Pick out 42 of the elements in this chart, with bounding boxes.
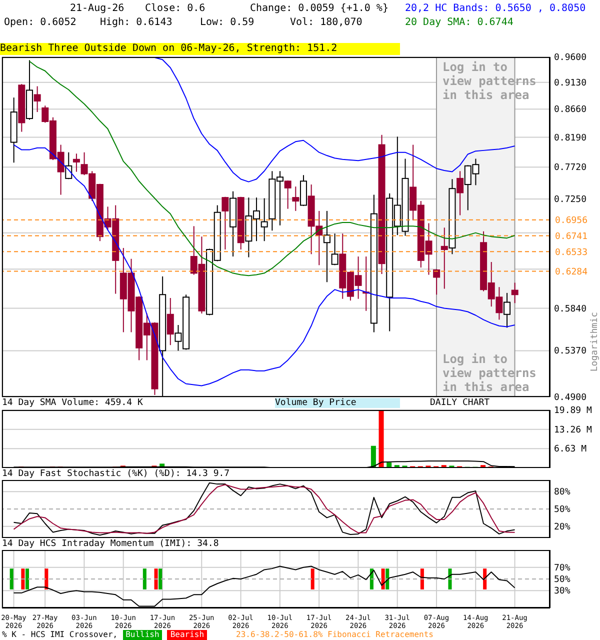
- chart-title: 14 Day SMA Volume: 459.4 K: [2, 398, 143, 408]
- text: 20,2 HC Bands: 0.5650 , 0.8050: [405, 3, 586, 15]
- y-tick-label: 19.89 M: [554, 406, 593, 416]
- ref-line-label: 0.6741: [555, 232, 588, 242]
- text: Open: 0.6052: [4, 17, 76, 29]
- text: Bullish: [122, 630, 162, 640]
- y-tick-label: 0.5370: [554, 346, 587, 357]
- text: Vol: 180,070: [290, 17, 362, 29]
- text: Bearish Three Outside Down on 06-May-26, Strength: 151.2: [0, 43, 400, 55]
- text: Change: 0.0059 {+1.0 %}: [250, 3, 388, 15]
- y-tick-label: 6.63 M: [554, 444, 588, 455]
- ref-line-label: 0.6956: [555, 216, 588, 226]
- y-axis-title: Logarithmic: [590, 312, 600, 372]
- chart-title: 14 Day HCS Intraday Momentum (IMI): 34.8: [2, 539, 219, 549]
- y-tick-label: 50%: [554, 575, 571, 585]
- ref-line-label: 0.6533: [555, 248, 588, 258]
- y-tick-label: 50%: [554, 505, 571, 515]
- y-tick-label: 30%: [554, 586, 571, 597]
- legend-title: % K - HCS IMI Crossover,: [2, 630, 118, 640]
- text: Bearish: [167, 630, 208, 640]
- y-tick-label: 80%: [554, 488, 571, 498]
- y-tick-label: 0.5840: [554, 304, 587, 314]
- y-tick-label: 70%: [554, 563, 571, 574]
- text: 21-Aug-26: [70, 3, 124, 15]
- y-tick-label: 0.9130: [554, 78, 587, 88]
- y-tick-label: 0.7720: [554, 163, 587, 174]
- text: 20 Day SMA: 0.6744: [405, 17, 514, 29]
- y-tick-label: 0.8660: [554, 105, 587, 116]
- y-tick-label: 13.26 M: [554, 425, 593, 436]
- y-tick-label: 0.9600: [554, 53, 587, 63]
- y-tick-label: 0.8190: [554, 133, 587, 144]
- text: Volume By Price: [275, 398, 400, 408]
- y-tick-label: 20%: [554, 522, 571, 532]
- ref-line-label: 0.6284: [555, 267, 588, 278]
- y-tick-label: 0.4900: [554, 393, 587, 403]
- text: 23.6-38.2-50-61.8% Fibonacci Retracements: [236, 630, 434, 640]
- text: Close: 0.6: [145, 3, 206, 15]
- text: High: 0.6143: [100, 17, 172, 29]
- y-tick-label: 0.7250: [554, 194, 587, 205]
- text: Low: 0.59: [200, 17, 254, 29]
- text: DAILY CHART: [430, 398, 490, 408]
- chart-title: 14 Day Fast Stochastic (%K) (%D): 14.3 9.7: [2, 469, 230, 479]
